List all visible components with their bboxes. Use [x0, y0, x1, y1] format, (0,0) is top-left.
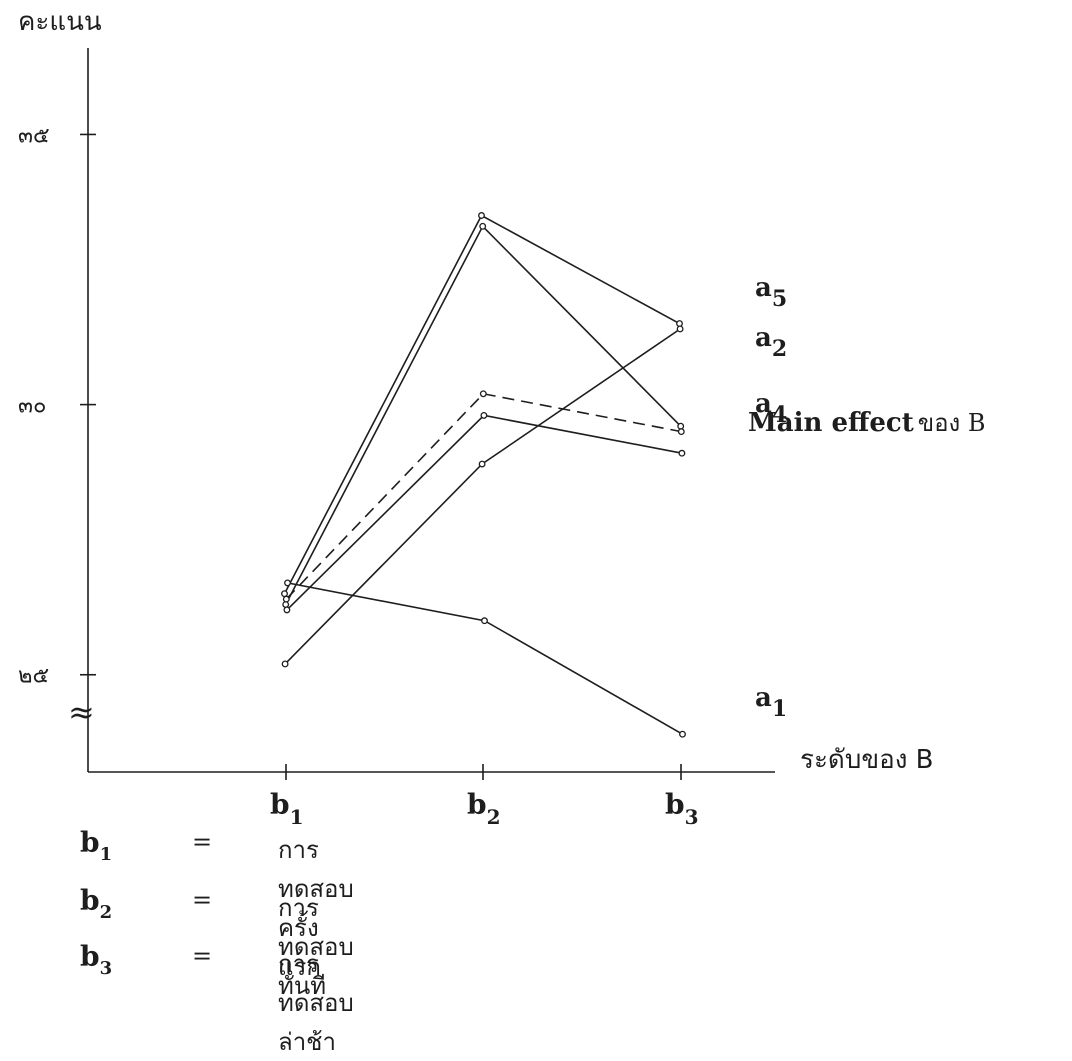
series-line-Main-effect-ของ-B — [285, 392, 682, 600]
x-ticks: b1 b2 b3 — [270, 764, 699, 829]
x-tick-label-0: b1 — [270, 788, 304, 829]
series-lines — [283, 214, 683, 735]
series-point-3-2 — [677, 428, 685, 436]
y-tick-label-0: ๒๕ — [18, 664, 49, 689]
legend-equals: = — [192, 828, 213, 856]
series-label-0: a5 — [755, 273, 787, 312]
axes — [87, 48, 775, 773]
legend-description: การทดสอบครั้งแรก — [278, 836, 354, 981]
legend-description: การทดสอบทันที — [278, 894, 354, 1000]
series-point-2-1 — [479, 222, 487, 230]
series-label-1: a2 — [755, 323, 787, 362]
series-point-2-2 — [677, 422, 685, 430]
series-line-unlabeled — [286, 414, 683, 611]
series-point-1-0 — [281, 660, 289, 668]
series-points — [281, 212, 686, 738]
series-point-3-1 — [479, 390, 487, 398]
legend-symbol: b1 — [80, 826, 113, 865]
line-chart: คะแนน ระดับของ B ≈ ๒๕ ๓๐ ๓๕ b1 b2 b3 a5 a2 a4M… — [18, 7, 986, 829]
series-point-0-1 — [478, 212, 485, 219]
y-tick-label-1: ๓๐ — [18, 394, 46, 419]
axis-break-symbol: ≈ — [68, 693, 95, 731]
legend-description: การทดสอบล่าช้า — [278, 950, 354, 1056]
legend-equals: = — [192, 886, 213, 914]
y-tick-label-2: ๓๕ — [18, 123, 50, 148]
legend-symbol: b3 — [80, 940, 113, 979]
series-line-a5 — [283, 214, 680, 595]
series-point-0-2 — [676, 320, 683, 328]
series-point-5-2 — [679, 730, 686, 738]
x-axis-title: ระดับของ B — [800, 745, 934, 775]
series-point-1-1 — [478, 460, 486, 468]
series-point-2-0 — [282, 601, 290, 608]
series-label-2: a4 — [755, 389, 787, 428]
series-point-4-2 — [678, 449, 686, 457]
y-axis-title: คะแนน — [18, 7, 102, 37]
series-point-1-2 — [676, 325, 684, 333]
x-tick-label-1: b2 — [467, 788, 501, 829]
legend-symbol: b2 — [80, 884, 113, 923]
y-ticks: ๒๕ ๓๐ ๓๕ — [18, 123, 96, 689]
series-label-5: a1 — [755, 683, 787, 722]
series-point-5-0 — [284, 579, 291, 587]
series-point-3-0 — [282, 595, 290, 603]
series-point-4-0 — [283, 606, 291, 614]
series-line-a1 — [287, 582, 683, 735]
series-label-3: Main effect ของ B — [748, 408, 986, 438]
series-point-4-1 — [480, 411, 488, 419]
series-point-5-1 — [481, 617, 488, 625]
x-tick-label-2: b3 — [665, 788, 699, 829]
legend-equals: = — [192, 942, 213, 970]
series-line-a2 — [284, 328, 681, 665]
